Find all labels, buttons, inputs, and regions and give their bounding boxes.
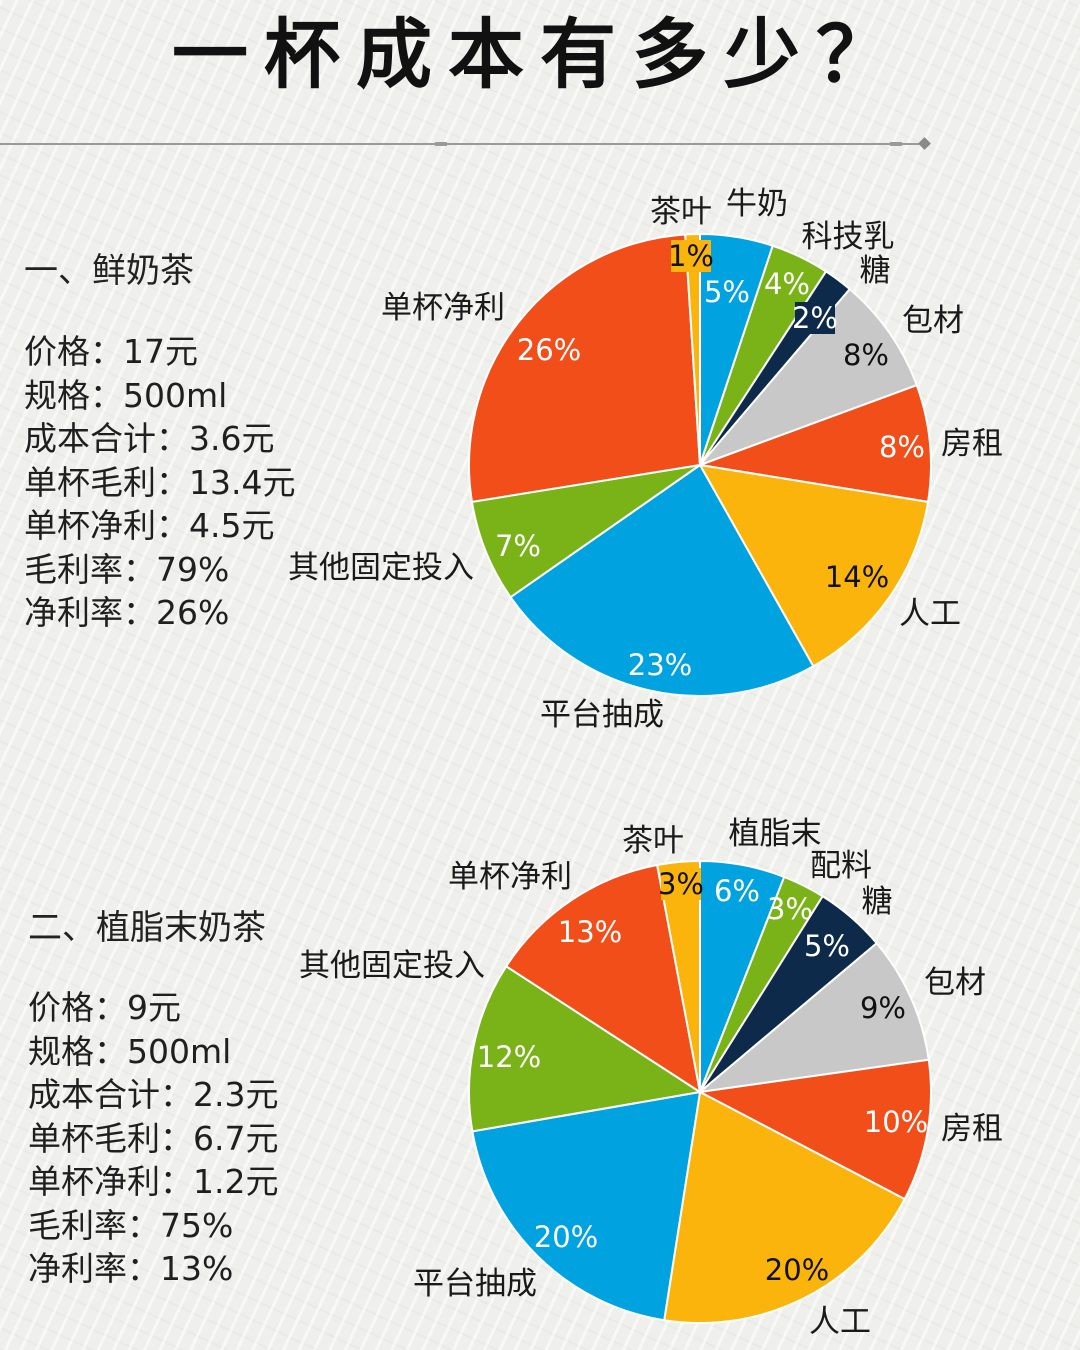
info-list-fresh-milk-tea: 价格：17元 规格：500ml 成本合计：3.6元 单杯毛利：13.4元 单杯净…	[24, 330, 295, 635]
data-label: 6%	[714, 874, 760, 908]
category-label: 糖	[860, 253, 891, 289]
data-label: 3%	[658, 867, 704, 901]
category-label: 植脂末	[729, 816, 822, 852]
category-label: 其他固定投入	[299, 948, 485, 984]
category-label: 单杯净利	[448, 859, 572, 895]
pie-slice-9	[504, 863, 702, 1095]
category-label: 平台抽成	[413, 1266, 537, 1302]
info-row-price: 价格：17元	[24, 332, 198, 371]
category-label: 茶叶	[622, 823, 684, 859]
info-list-creamer-milk-tea: 价格：9元 规格：500ml 成本合计：2.3元 单杯毛利：6.7元 单杯净利：…	[28, 986, 278, 1291]
info-row-gross-profit: 单杯毛利：13.4元	[24, 462, 296, 502]
category-label: 房租	[941, 426, 1003, 462]
data-label: 20%	[534, 1220, 598, 1254]
info-row-total-cost: 成本合计：2.3元	[28, 1075, 279, 1114]
data-label: 26%	[517, 333, 581, 367]
info-row-total-cost: 成本合计：3.6元	[24, 419, 275, 458]
category-label: 糖	[862, 884, 893, 920]
info-row-net-margin: 净利率：26%	[24, 593, 230, 632]
info-row-net-profit: 单杯净利：1.2元	[28, 1162, 279, 1201]
data-label: 3%	[767, 892, 813, 926]
divider-dash	[890, 142, 902, 146]
data-label: 13%	[558, 915, 622, 949]
pie-slice-7	[509, 463, 815, 697]
pie-slice-9	[467, 233, 702, 504]
category-label: 包材	[924, 965, 986, 1001]
data-label-box	[671, 240, 711, 272]
data-label: 1%	[668, 239, 714, 273]
info-row-price: 价格：9元	[28, 988, 181, 1027]
data-label: 7%	[495, 529, 541, 563]
info-row-size: 规格：500ml	[28, 1031, 232, 1071]
category-label: 平台抽成	[540, 697, 664, 733]
title-divider	[0, 143, 930, 145]
data-label: 5%	[704, 275, 750, 309]
pie-slice-8	[468, 964, 703, 1133]
data-label-box	[795, 302, 835, 334]
category-label: 配料	[810, 848, 872, 884]
page-title: 一杯成本有多少？	[172, 10, 908, 99]
data-label: 2%	[792, 301, 838, 335]
info-row-gross-margin: 毛利率：79%	[24, 549, 230, 589]
info-row-net-profit: 单杯净利：4.5元	[24, 506, 275, 545]
category-label: 茶叶	[650, 194, 712, 230]
category-label: 单杯净利	[381, 290, 505, 326]
pie-slice-6	[698, 463, 930, 668]
info-row-net-margin: 净利率：13%	[28, 1249, 234, 1288]
category-label: 科技乳	[802, 219, 895, 255]
pie-slice-4	[696, 941, 930, 1094]
pie-slice-10	[655, 859, 701, 1093]
pie-slice-10	[684, 232, 701, 466]
pie-slice-5	[696, 383, 932, 504]
data-label: 4%	[764, 267, 810, 301]
pie-slice-7	[471, 1090, 702, 1322]
category-label: 包材	[902, 303, 964, 339]
data-label: 10%	[864, 1105, 928, 1139]
data-label: 12%	[477, 1040, 541, 1074]
pie-slice-8	[470, 464, 701, 599]
section-heading-creamer-milk-tea: 二、植脂末奶茶	[28, 908, 266, 948]
category-label: 人工	[809, 1304, 871, 1340]
data-label: 8%	[879, 430, 925, 464]
pie-slice-5	[696, 1058, 932, 1201]
pie-slice-6	[663, 1090, 907, 1324]
info-row-gross-margin: 毛利率：75%	[28, 1205, 234, 1245]
info-row-gross-profit: 单杯毛利：6.7元	[28, 1118, 279, 1158]
category-label: 其他固定投入	[288, 550, 474, 586]
data-label: 20%	[765, 1253, 829, 1287]
data-label: 23%	[628, 648, 692, 682]
info-row-size: 规格：500ml	[24, 375, 228, 415]
section-heading-fresh-milk-tea: 一、鲜奶茶	[24, 251, 194, 291]
category-label: 房租	[941, 1111, 1003, 1147]
divider-dash	[435, 142, 447, 146]
data-label: 5%	[804, 929, 850, 963]
data-label: 8%	[843, 338, 889, 372]
data-label-box	[661, 868, 701, 900]
data-label: 9%	[860, 991, 906, 1025]
category-label: 人工	[899, 596, 961, 632]
category-label: 牛奶	[726, 186, 788, 222]
pie-slices	[468, 859, 932, 1324]
pie-slice-4	[696, 287, 919, 468]
data-label: 14%	[825, 560, 889, 594]
